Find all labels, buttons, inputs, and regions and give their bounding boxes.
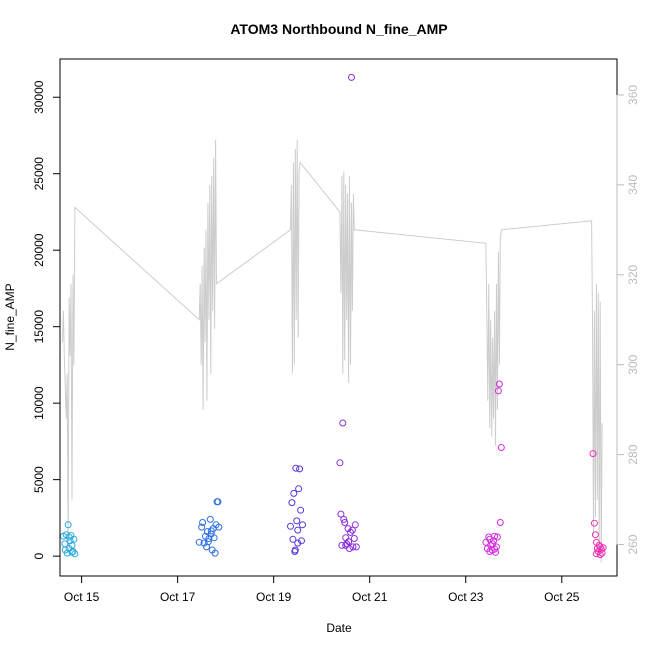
x-tick-label: Oct 23 [448, 590, 484, 604]
data-point [61, 546, 69, 554]
y-tick-label: 5000 [32, 466, 46, 493]
y-tick-label: 10000 [32, 386, 46, 420]
right-y-tick-label: 360 [626, 85, 640, 105]
data-point [292, 464, 300, 472]
data-point [294, 526, 302, 534]
data-point [210, 534, 218, 542]
data-point [344, 525, 352, 533]
data-point [297, 506, 305, 514]
data-point [69, 548, 77, 555]
y-tick-label: 30000 [32, 80, 46, 114]
data-point [497, 444, 505, 451]
data-point [595, 541, 603, 549]
data-point [486, 535, 494, 543]
right-y-tick-label: 260 [626, 534, 640, 554]
data-point [195, 538, 203, 546]
data-point [590, 519, 598, 527]
data-point [288, 499, 296, 507]
data-point [215, 523, 223, 531]
data-point [496, 519, 504, 526]
right-y-tick-label: 340 [626, 175, 640, 195]
data-point [350, 535, 358, 542]
data-point [211, 549, 219, 557]
data-point [336, 459, 344, 467]
data-point [296, 465, 304, 473]
data-point [207, 527, 215, 535]
data-point [345, 538, 353, 546]
data-point [592, 550, 600, 558]
data-point [289, 535, 297, 543]
x-tick-label: Oct 15 [64, 590, 100, 604]
data-point [599, 544, 607, 552]
y-axis-label: N_fine_AMP [3, 283, 17, 350]
right-axis-line [61, 139, 603, 563]
y-tick-label: 25000 [32, 157, 46, 191]
data-point [198, 523, 206, 531]
data-point [298, 537, 305, 545]
points-layer [59, 73, 607, 559]
data-point [65, 533, 73, 541]
data-point [348, 73, 355, 81]
data-point [299, 521, 306, 529]
x-axis-label: Date [326, 621, 352, 635]
data-point [291, 546, 299, 554]
x-tick-label: Oct 17 [160, 590, 196, 604]
data-point [490, 537, 498, 545]
data-point [199, 519, 207, 526]
data-point [68, 548, 76, 556]
y-tick-label: 0 [32, 552, 46, 559]
plot-frame [59, 58, 618, 577]
x-axis: Oct 15 Oct 17 Oct 19 Oct 21 Oct 23 Oct 25 [64, 575, 580, 604]
data-point [339, 419, 347, 427]
data-point [204, 538, 212, 546]
data-point [596, 543, 604, 551]
data-point [66, 537, 74, 545]
data-point [495, 380, 503, 388]
x-tick-label: Oct 21 [352, 590, 388, 604]
data-point [352, 543, 360, 551]
data-point [287, 522, 294, 530]
data-point [294, 539, 302, 547]
data-point [293, 517, 301, 525]
data-point [338, 541, 346, 549]
data-point [348, 526, 356, 534]
y-axis: 0 5000 10000 15000 20000 25000 30000 [32, 80, 61, 559]
right-y-axis: 260 280 300 320 340 360 [616, 85, 640, 555]
data-point [337, 510, 345, 518]
x-tick-label: Oct 25 [544, 590, 580, 604]
data-point [347, 528, 354, 536]
data-point [589, 450, 597, 458]
x-tick-label: Oct 19 [256, 590, 292, 604]
data-point [206, 515, 214, 523]
data-point [349, 543, 357, 551]
data-point [203, 528, 211, 536]
data-point [200, 539, 208, 547]
right-y-tick-label: 300 [626, 354, 640, 374]
right-y-tick-label: 320 [626, 264, 640, 284]
data-point [491, 532, 499, 540]
right-axis-line-layer [61, 139, 603, 563]
data-point [493, 533, 501, 541]
data-point [64, 521, 72, 529]
data-point [340, 515, 348, 523]
data-point [351, 521, 359, 529]
data-point [295, 485, 303, 493]
y-tick-label: 20000 [32, 233, 46, 267]
data-point [214, 498, 222, 506]
data-point [591, 531, 599, 539]
data-point [290, 489, 298, 497]
data-point [494, 387, 502, 395]
chart-title: ATOM3 Northbound N_fine_AMP [230, 21, 447, 37]
y-tick-label: 15000 [32, 310, 46, 344]
data-point [491, 545, 499, 553]
right-y-tick-label: 280 [626, 444, 640, 464]
data-point [341, 519, 349, 526]
